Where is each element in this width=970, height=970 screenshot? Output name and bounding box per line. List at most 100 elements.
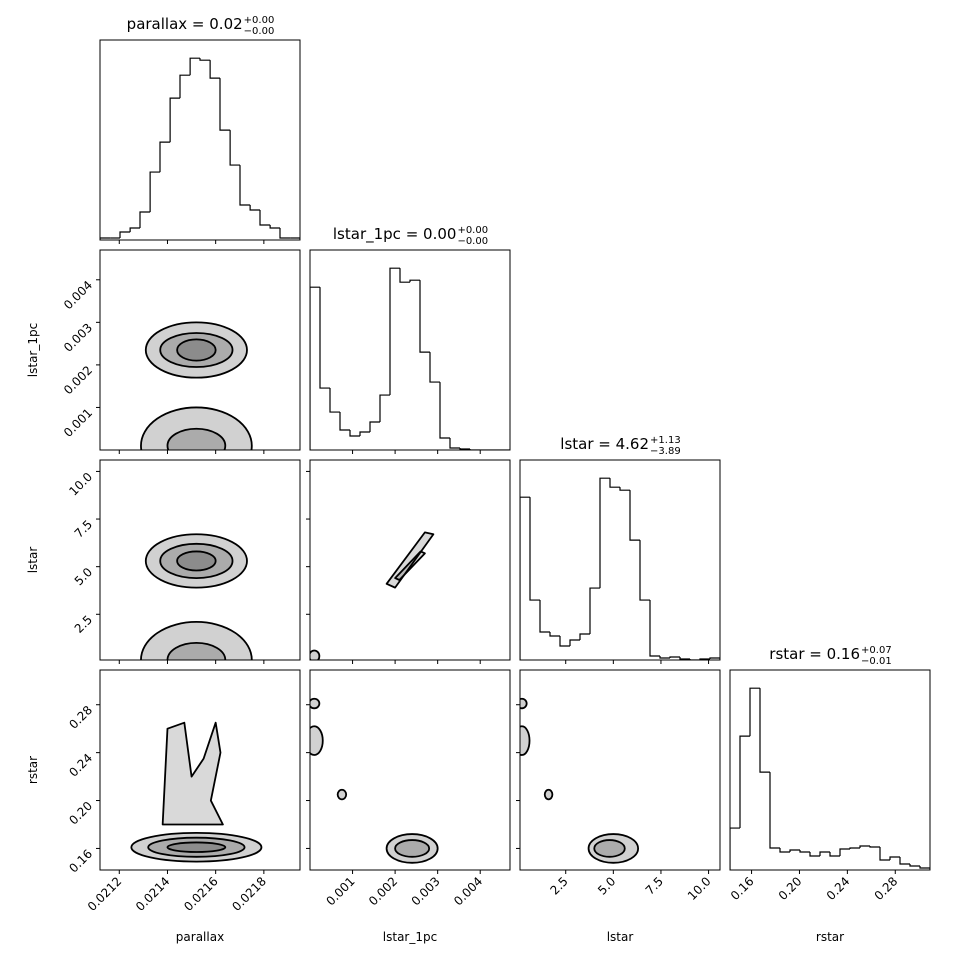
hist-step (769, 772, 780, 849)
hist-step (599, 477, 610, 589)
hist-step (469, 449, 480, 450)
x-tick-label: 0.003 (409, 874, 443, 908)
panel-frame (99, 249, 301, 451)
hist-step (619, 487, 630, 491)
hist-step (809, 852, 820, 857)
hist-step (849, 847, 860, 850)
contour (394, 839, 431, 858)
hist-step (679, 657, 690, 660)
contour (520, 697, 528, 710)
contour (520, 725, 531, 756)
hist-step (899, 857, 910, 865)
hist-step (869, 846, 880, 848)
hist-step (549, 632, 560, 637)
histogram (310, 267, 510, 450)
y-tick-label: 0.003 (61, 321, 95, 355)
contour (161, 721, 224, 826)
hist-step (919, 866, 930, 870)
hist-step (199, 58, 211, 61)
hist-step (759, 688, 770, 773)
hist-step (159, 141, 171, 173)
y-axis-label: lstar_1pc (26, 323, 40, 377)
hist-step (789, 849, 800, 853)
contour-panel (520, 697, 639, 864)
hist-step (839, 848, 850, 857)
hist-step (739, 735, 750, 829)
hist-step (909, 864, 920, 867)
y-tick-label: 0.24 (66, 751, 95, 780)
x-tick-label: 0.0214 (133, 874, 173, 914)
title-upper: +1.13 (650, 435, 681, 446)
contour (140, 621, 253, 660)
contour (593, 839, 626, 858)
hist-step (689, 659, 700, 660)
hist-step (359, 431, 370, 437)
hist-step (310, 286, 320, 450)
title-upper: +0.07 (861, 645, 892, 656)
contour (385, 833, 439, 864)
y-axis-label: lstar (26, 547, 40, 574)
hist-step (290, 237, 300, 240)
contour (543, 788, 554, 801)
hist-step (609, 478, 620, 488)
title-lower: −3.89 (650, 446, 681, 457)
hist-step (629, 490, 640, 541)
hist-step (100, 237, 111, 240)
panel-title: lstar = 4.62 (560, 435, 649, 453)
contour (176, 550, 217, 572)
contour (310, 649, 321, 660)
hist-step (579, 633, 590, 641)
contour (310, 725, 324, 756)
x-axis-label: rstar (816, 930, 844, 944)
hist-step (409, 279, 420, 283)
contour (159, 542, 234, 579)
title-lower: −0.00 (457, 236, 488, 247)
panel-frame (729, 669, 931, 871)
y-axis-label: rstar (26, 756, 40, 784)
hist-step (179, 74, 191, 99)
contour-panel (140, 533, 253, 660)
histogram (100, 57, 300, 240)
hist-step (239, 165, 251, 206)
x-tick-label: 0.20 (776, 874, 805, 903)
y-tick-label: 2.5 (72, 613, 95, 636)
y-tick-label: 0.004 (61, 278, 95, 312)
panel-title: rstar = 0.16 (769, 645, 860, 663)
x-tick-label: 0.002 (366, 874, 400, 908)
hist-step (129, 227, 140, 233)
panel-frame (309, 669, 511, 871)
hist-step (779, 848, 790, 853)
panel-frame (519, 669, 721, 871)
hist-step (819, 851, 830, 857)
title-upper: +0.00 (457, 225, 488, 236)
x-axis-label: parallax (176, 930, 224, 944)
panel-frame (309, 249, 511, 451)
contour (385, 531, 435, 589)
contour-panel (140, 321, 253, 450)
y-tick-label: 0.20 (66, 799, 95, 828)
hist-step (399, 268, 410, 283)
histogram (520, 477, 720, 660)
x-axis-label: lstar_1pc (383, 930, 437, 944)
hist-step (329, 388, 340, 413)
hist-step (449, 438, 460, 449)
panel-frame (99, 669, 301, 871)
y-tick-label: 0.16 (66, 847, 95, 876)
contour (144, 533, 248, 589)
hist-step (709, 657, 720, 660)
panel-frame (309, 459, 511, 661)
contour (166, 841, 227, 853)
hist-step (649, 600, 660, 657)
y-tick-label: 0.28 (66, 703, 95, 732)
hist-step (639, 540, 650, 601)
hist-step (149, 171, 160, 213)
contour (394, 550, 426, 581)
hist-step (419, 280, 430, 353)
y-tick-label: 0.002 (61, 363, 95, 397)
hist-step (539, 600, 550, 633)
hist-step (730, 827, 740, 870)
contour-panel (310, 697, 439, 864)
hist-step (349, 430, 360, 437)
hist-step (529, 497, 540, 601)
